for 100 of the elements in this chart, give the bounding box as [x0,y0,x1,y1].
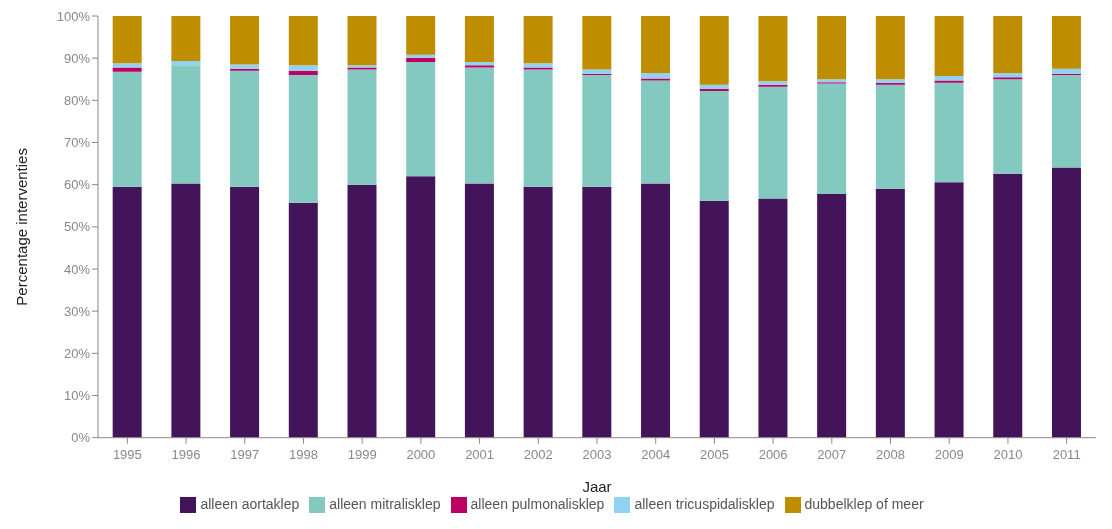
bar [1051,167,1081,438]
x-tick-label: 2005 [699,446,729,462]
bar [641,72,671,79]
bar [230,16,260,65]
bar [230,64,260,69]
bar [641,80,671,184]
bar [523,186,553,438]
bar [641,78,671,81]
bar [699,200,729,438]
x-tick-label: 2010 [993,446,1023,462]
bar [288,70,318,76]
bar [523,67,553,70]
bar [817,193,847,438]
bar [758,16,788,82]
bar [582,16,612,70]
bar [464,183,494,438]
bar [347,69,377,185]
bar [230,186,260,438]
bar [171,61,201,66]
bar [993,16,1023,73]
bar [699,16,729,85]
bar [171,16,201,62]
legend-label: dubbelklep of meer [804,495,924,512]
bar [347,16,377,66]
legend-label: alleen tricuspidalisklep [634,495,775,512]
bar [582,186,612,438]
bar [171,183,201,438]
bar [758,86,788,199]
bar [934,75,964,81]
x-tick-label: 1997 [230,446,260,462]
x-tick-label: 1998 [289,446,318,462]
x-tick-label: 2007 [817,446,847,462]
legend-label: alleen mitralisklep [329,495,441,512]
bar [288,202,318,438]
bar [1051,68,1081,74]
y-tick-label: 80% [63,92,91,108]
bar [993,79,1023,174]
y-tick-label: 50% [63,219,91,235]
x-tick-label: 2006 [758,446,788,462]
bar [993,77,1023,80]
bar [699,88,729,92]
bar [347,184,377,438]
bar [230,68,260,71]
bar [934,182,964,438]
bar [112,16,142,64]
bar [875,188,905,438]
bar [406,57,436,62]
bar [699,91,729,201]
bar [641,16,671,73]
bar [406,16,436,55]
legend-label: alleen aortaklep [200,495,300,512]
bar [934,82,964,183]
x-tick-label: 2002 [523,446,553,462]
bar [817,16,847,80]
bar [523,63,553,68]
bar [288,75,318,203]
bar [641,183,671,438]
bar [464,67,494,184]
x-tick-label: 2003 [582,446,612,462]
y-tick-label: 0% [71,430,91,446]
bar [1051,75,1081,168]
y-tick-label: 90% [63,50,91,66]
y-tick-label: 20% [63,345,91,361]
y-tick-label: 10% [63,388,91,404]
y-tick-label: 100% [56,8,91,24]
bar [582,75,612,187]
bar [934,80,964,83]
x-tick-label: 2001 [465,446,495,462]
x-tick-label: 2000 [406,446,436,462]
bar [758,198,788,438]
bar [112,186,142,438]
bar [523,16,553,64]
bar [112,71,142,187]
bar [875,84,905,189]
bar [406,54,436,58]
bar [112,67,142,72]
bar [993,173,1023,438]
bar [112,63,142,68]
x-tick-label: 1999 [347,446,377,462]
bar [464,65,494,68]
bar [1051,16,1081,69]
x-tick-label: 2004 [641,446,671,462]
bar [934,16,964,76]
y-tick-label: 30% [63,303,91,319]
x-tick-label: 2011 [1052,446,1081,462]
bar [699,84,729,89]
bar [817,83,847,194]
bar [406,61,436,177]
legend-label: alleen pulmonalisklep [470,495,605,512]
bar [993,72,1023,78]
x-tick-label: 2008 [876,446,905,462]
y-tick-label: 60% [63,177,91,193]
bar [406,176,436,438]
x-tick-label: 1995 [112,446,142,462]
bar [582,69,612,74]
bar [523,69,553,187]
x-tick-label: 1996 [171,446,201,462]
x-tick-label: 2009 [934,446,964,462]
bar [288,65,318,71]
y-tick-label: 40% [63,261,91,277]
